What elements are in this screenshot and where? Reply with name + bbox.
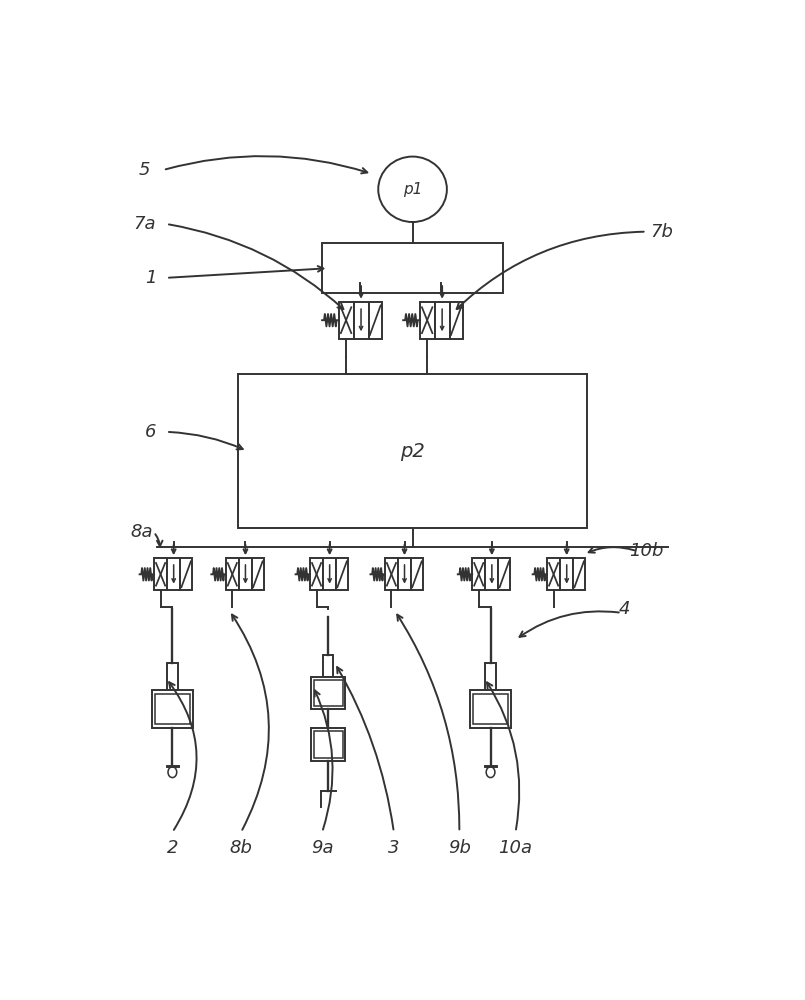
Bar <box>470 690 511 728</box>
Bar <box>547 558 560 590</box>
Bar <box>239 558 252 590</box>
Bar <box>180 558 192 590</box>
Bar <box>473 558 485 590</box>
Text: 9b: 9b <box>448 839 471 857</box>
Text: 2: 2 <box>167 839 178 857</box>
Bar <box>498 558 510 590</box>
Text: 9a: 9a <box>311 839 333 857</box>
Text: 3: 3 <box>388 839 399 857</box>
Bar <box>473 694 508 724</box>
Bar <box>323 558 336 590</box>
Bar <box>419 302 435 339</box>
Text: p2: p2 <box>400 442 425 461</box>
Text: 8a: 8a <box>130 523 152 541</box>
Ellipse shape <box>378 157 447 222</box>
Bar <box>155 694 189 724</box>
Bar <box>485 663 496 690</box>
Text: 7b: 7b <box>650 223 674 241</box>
Text: 5: 5 <box>138 161 150 179</box>
Bar <box>450 302 463 339</box>
Bar <box>435 302 450 339</box>
Bar <box>167 558 180 590</box>
Text: 6: 6 <box>145 423 156 441</box>
Bar <box>339 302 353 339</box>
Bar <box>573 558 585 590</box>
Bar <box>353 302 369 339</box>
Text: p1: p1 <box>402 182 423 197</box>
Text: 8b: 8b <box>229 839 253 857</box>
Bar <box>225 558 239 590</box>
Bar <box>152 690 192 728</box>
Bar <box>336 558 348 590</box>
Text: 10a: 10a <box>498 839 532 857</box>
Bar <box>411 558 423 590</box>
Bar <box>252 558 264 590</box>
Bar <box>314 731 343 758</box>
Text: 7a: 7a <box>133 215 155 233</box>
Bar <box>560 558 573 590</box>
Bar <box>310 558 323 590</box>
Bar <box>324 655 333 677</box>
Bar <box>398 558 411 590</box>
Bar <box>154 558 167 590</box>
Bar <box>385 558 398 590</box>
Bar <box>312 677 345 709</box>
Bar <box>312 728 345 761</box>
Text: 4: 4 <box>619 600 630 618</box>
Bar <box>167 663 178 690</box>
Text: 10b: 10b <box>630 542 663 560</box>
Bar <box>485 558 498 590</box>
Bar <box>322 243 503 293</box>
Bar <box>238 374 588 528</box>
Bar <box>314 680 343 706</box>
Bar <box>369 302 382 339</box>
Text: 1: 1 <box>145 269 156 287</box>
